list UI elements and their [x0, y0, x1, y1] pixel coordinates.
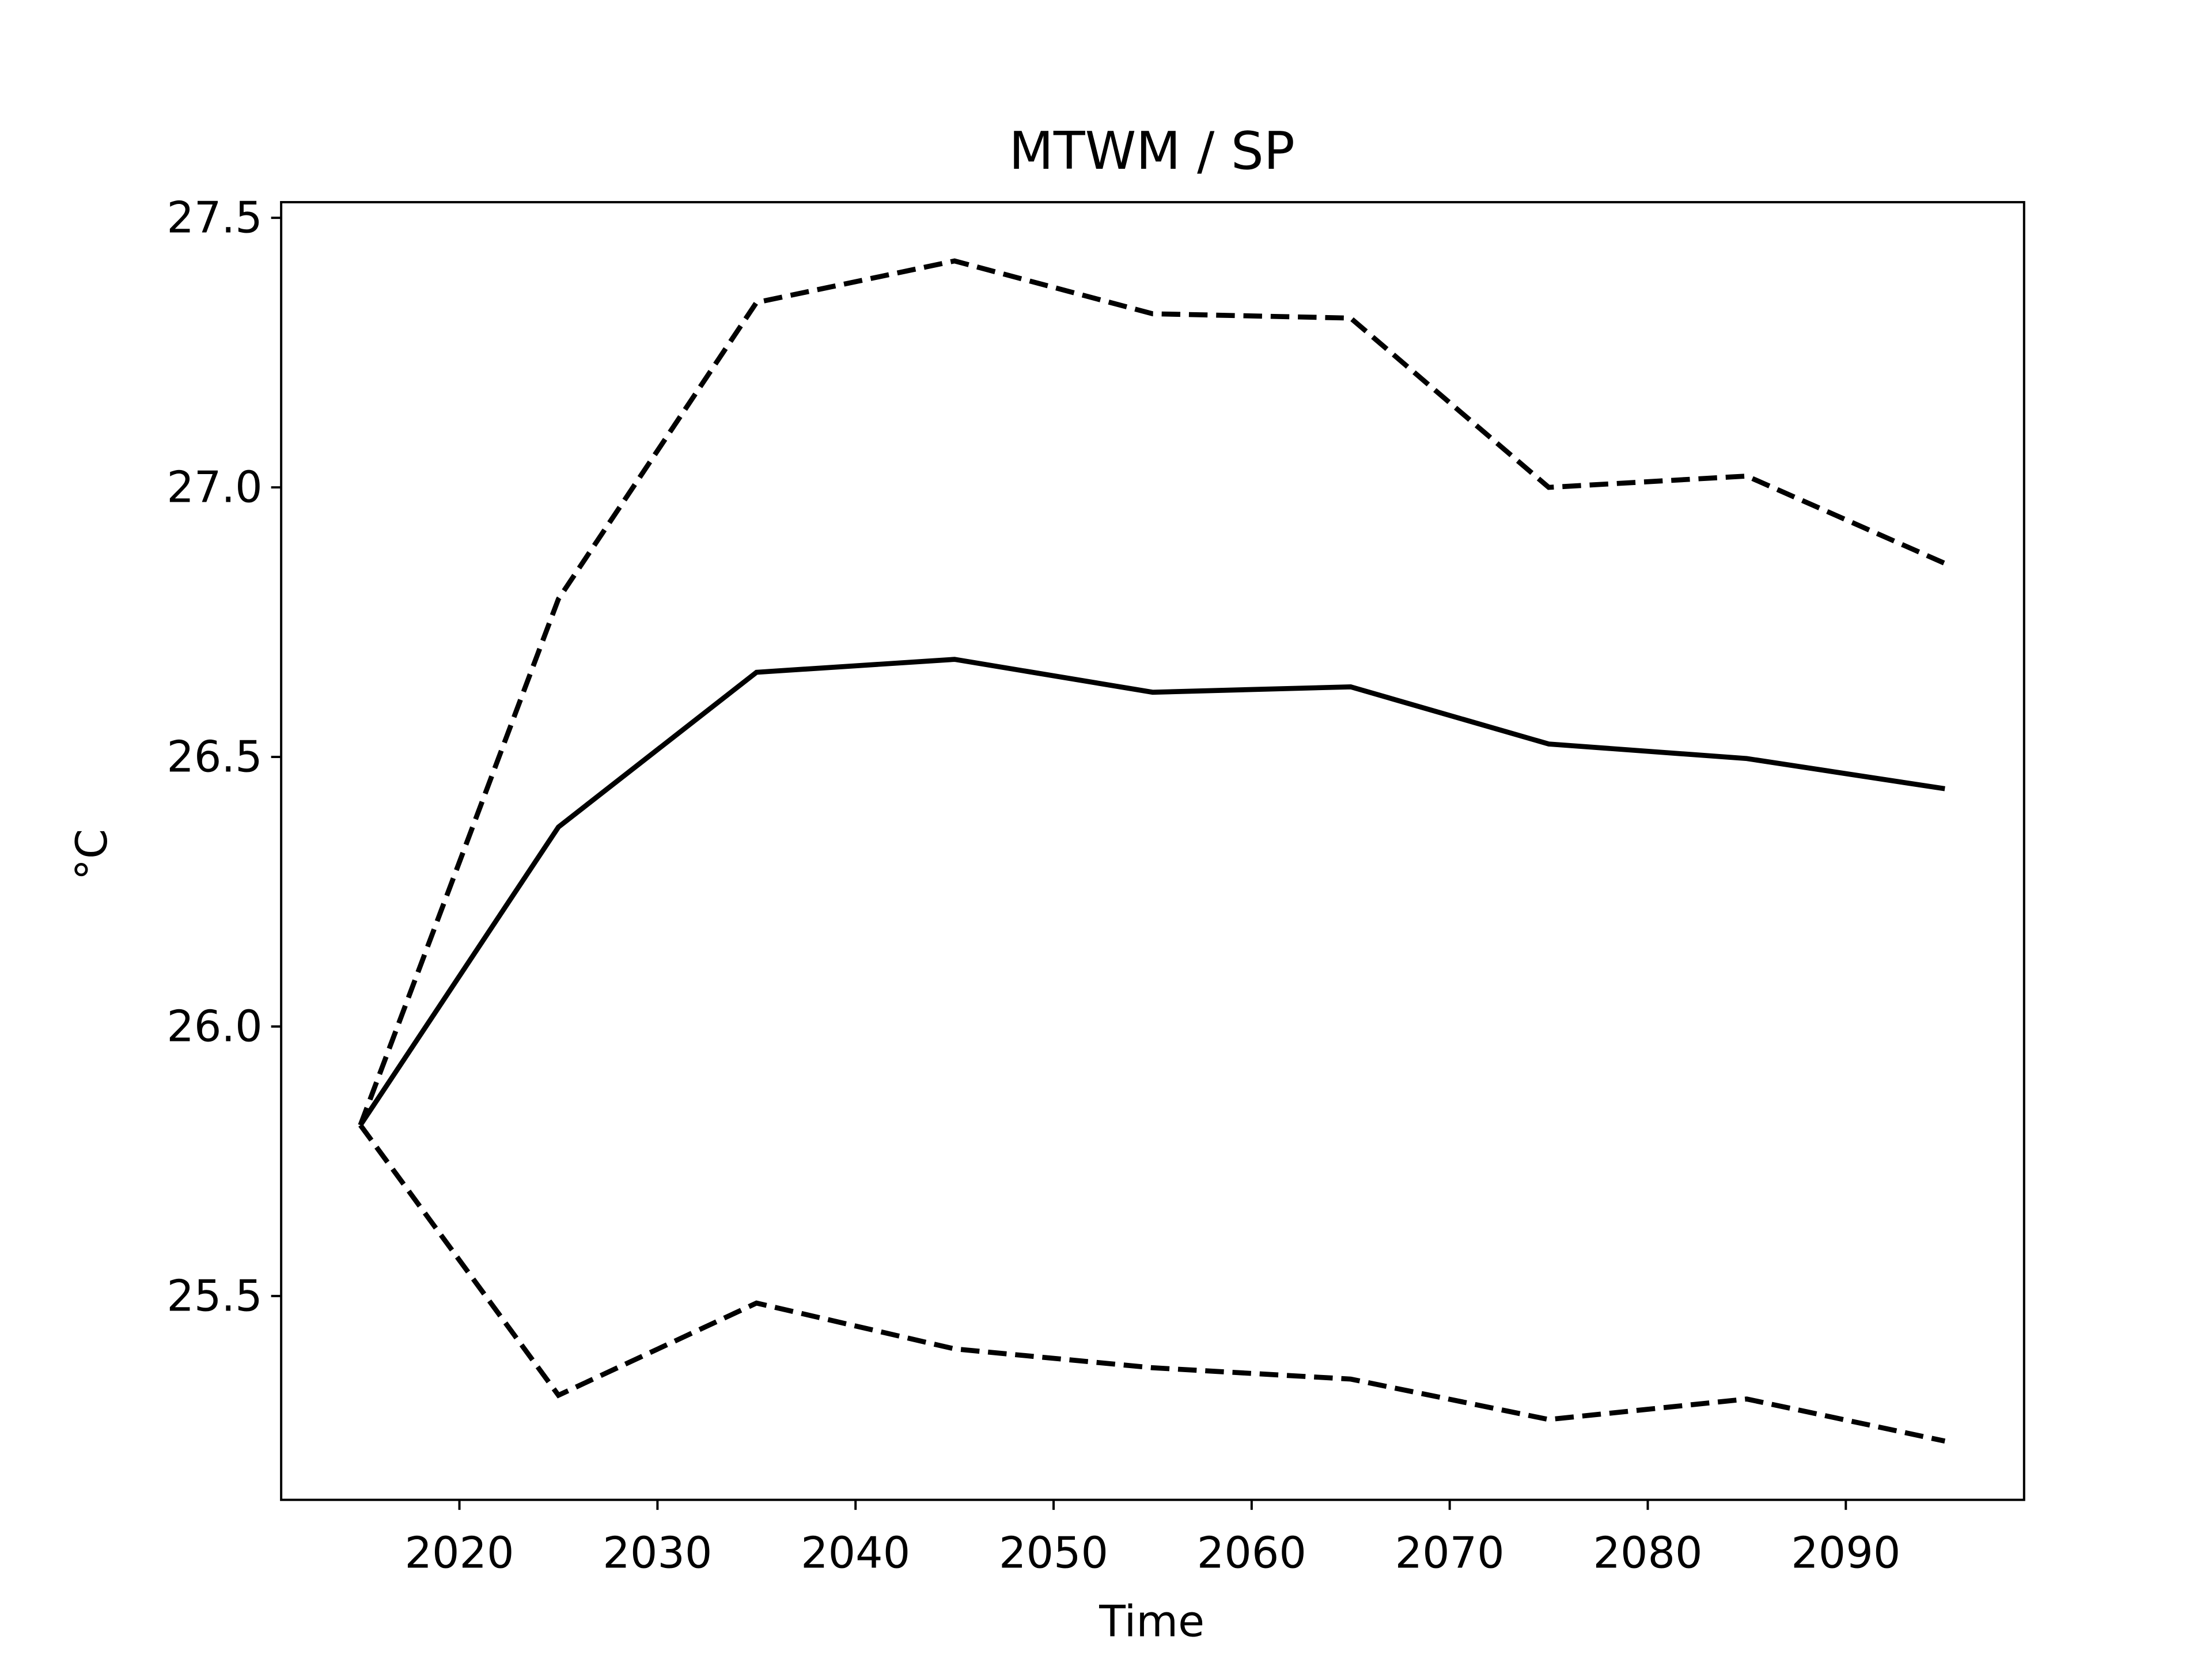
- plot-frame: [280, 200, 2025, 1501]
- x-axis-label: Time: [1099, 1597, 1205, 1647]
- y-tick-label: 26.5: [166, 732, 262, 782]
- x-tick-label: 2050: [999, 1528, 1108, 1578]
- x-tick-label: 2090: [1791, 1528, 1900, 1578]
- x-tick-label: 2020: [404, 1528, 514, 1578]
- data-line: [358, 258, 1946, 1126]
- y-tick-label: 26.0: [166, 1001, 262, 1051]
- x-tick-label: 2070: [1395, 1528, 1505, 1578]
- y-tick-label: 25.5: [166, 1271, 262, 1321]
- y-axis-label: °C: [67, 829, 117, 880]
- x-tick-label: 2080: [1593, 1528, 1702, 1578]
- x-tick-label: 2030: [603, 1528, 712, 1578]
- chart-title: MTWM / SP: [1009, 122, 1295, 181]
- x-tick-label: 2060: [1197, 1528, 1306, 1578]
- data-line: [358, 1123, 1946, 1444]
- x-tick-label: 2040: [801, 1528, 910, 1578]
- y-tick-label: 27.5: [166, 193, 262, 243]
- y-tick-label: 27.0: [166, 463, 262, 513]
- data-line: [358, 657, 1945, 1127]
